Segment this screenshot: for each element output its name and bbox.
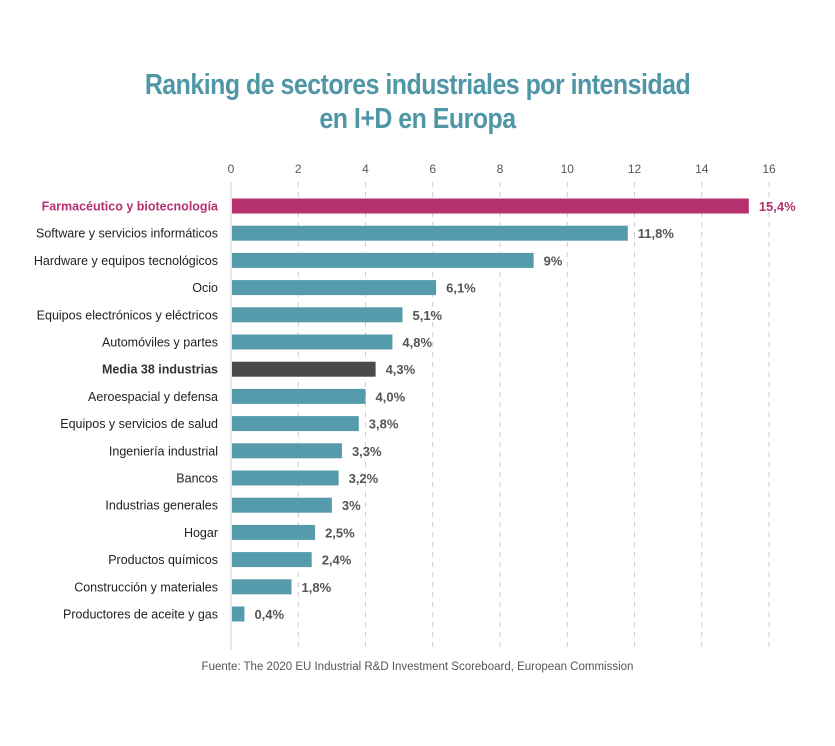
bar bbox=[232, 361, 376, 377]
bar bbox=[232, 443, 342, 459]
category-label: Industrias generales bbox=[105, 499, 218, 513]
value-label: 3,8% bbox=[369, 417, 399, 432]
value-label: 3,2% bbox=[349, 471, 379, 486]
x-tick-label: 8 bbox=[497, 162, 504, 176]
value-label: 5,1% bbox=[412, 308, 442, 323]
category-label: Productos químicos bbox=[108, 553, 218, 567]
bar bbox=[232, 225, 628, 241]
category-label: Software y servicios informáticos bbox=[36, 227, 218, 241]
bar bbox=[232, 416, 359, 432]
bar bbox=[232, 198, 749, 214]
x-tick-label: 14 bbox=[695, 162, 709, 176]
value-label: 6,1% bbox=[446, 281, 476, 296]
value-label: 4,3% bbox=[386, 362, 416, 377]
value-label: 15,4% bbox=[759, 199, 796, 214]
value-label: 9% bbox=[544, 253, 563, 268]
category-label: Ingeniería industrial bbox=[109, 444, 218, 458]
value-label: 3% bbox=[342, 498, 361, 513]
value-label: 4,8% bbox=[402, 335, 432, 350]
x-tick-label: 16 bbox=[762, 162, 776, 176]
value-label: 3,3% bbox=[352, 444, 382, 459]
bar bbox=[232, 579, 292, 595]
value-label: 0,4% bbox=[254, 607, 284, 622]
category-label: Bancos bbox=[176, 472, 218, 486]
category-label: Equipos electrónicos y eléctricos bbox=[37, 308, 218, 322]
category-label: Productores de aceite y gas bbox=[63, 608, 218, 622]
bar bbox=[232, 388, 366, 404]
x-axis-ticks: 0 2 4 6 8 10 12 14 16 bbox=[228, 162, 776, 176]
category-label: Equipos y servicios de salud bbox=[60, 417, 218, 431]
bar bbox=[232, 524, 316, 540]
value-labels: 15,4% 11,8% 9% 6,1% 5,1% 4,8% 4,3% 4,0% 3,8% 3,3%… bbox=[254, 199, 796, 622]
value-label: 2,4% bbox=[322, 553, 352, 568]
category-label: Automóviles y partes bbox=[102, 336, 218, 350]
category-label: Hardware y equipos tecnológicos bbox=[34, 254, 218, 268]
category-label: Ocio bbox=[192, 281, 218, 295]
category-label: Hogar bbox=[184, 526, 218, 540]
value-label: 1,8% bbox=[302, 580, 332, 595]
bar bbox=[232, 606, 245, 622]
bar bbox=[232, 470, 339, 486]
bar bbox=[232, 552, 312, 568]
bar bbox=[232, 280, 437, 296]
chart-title-line-2: en I+D en Europa bbox=[319, 103, 516, 135]
x-tick-label: 0 bbox=[228, 162, 235, 176]
bar bbox=[232, 252, 534, 268]
value-label: 11,8% bbox=[638, 226, 675, 241]
bar bbox=[232, 334, 393, 350]
category-label: Media 38 industrias bbox=[102, 363, 218, 377]
bar bbox=[232, 307, 403, 323]
x-tick-label: 10 bbox=[561, 162, 575, 176]
category-label: Aeroespacial y defensa bbox=[88, 390, 218, 404]
value-label: 2,5% bbox=[325, 525, 355, 540]
category-labels: Farmacéutico y biotecnología Software y s… bbox=[34, 200, 219, 622]
category-label: Farmacéutico y biotecnología bbox=[42, 200, 219, 214]
source-note: Fuente: The 2020 EU Industrial R&D Inves… bbox=[201, 661, 634, 673]
chart-title-line-1: Ranking de sectores industriales por int… bbox=[144, 69, 691, 101]
bars bbox=[232, 198, 749, 622]
category-label: Construcción y materiales bbox=[74, 580, 218, 594]
x-tick-label: 4 bbox=[362, 162, 369, 176]
bar bbox=[232, 497, 332, 513]
x-tick-label: 6 bbox=[429, 162, 436, 176]
value-label: 4,0% bbox=[376, 389, 406, 404]
gridlines bbox=[297, 182, 770, 650]
x-tick-label: 12 bbox=[628, 162, 642, 176]
x-tick-label: 2 bbox=[295, 162, 302, 176]
